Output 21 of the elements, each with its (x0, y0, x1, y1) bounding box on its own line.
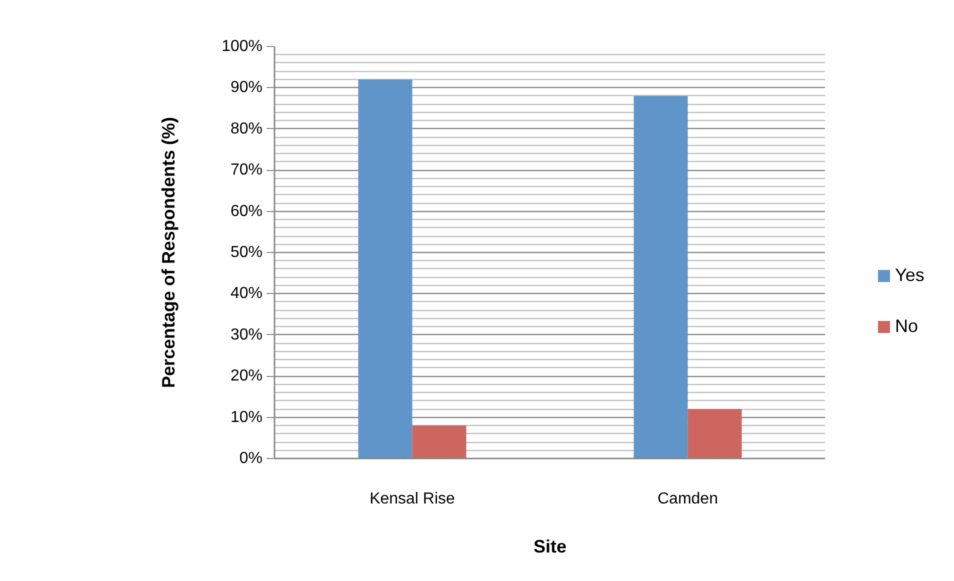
x-axis-title: Site (533, 536, 567, 556)
y-tick-label: 80% (230, 120, 263, 138)
bar (634, 96, 688, 458)
y-tick-label: 100% (222, 38, 262, 55)
y-tick-label: 70% (230, 162, 263, 179)
bar (412, 426, 466, 458)
y-tick-label: 40% (230, 285, 263, 302)
bar (358, 79, 412, 458)
y-tick-label: 0% (239, 450, 262, 467)
y-tick-label: 30% (230, 326, 263, 344)
y-tick-label: 50% (230, 244, 263, 261)
y-tick-label: 20% (230, 368, 263, 385)
legend-label: Yes (895, 265, 924, 286)
y-tick-label: 60% (230, 202, 263, 220)
y-tick-label: 90% (230, 79, 263, 96)
bar (688, 409, 742, 458)
x-tick-label: Camden (658, 490, 718, 508)
y-axis-title: Percentage of Respondents (%) (158, 116, 179, 388)
x-tick-label: Kensal Rise (370, 490, 456, 508)
legend-label: No (895, 316, 918, 337)
y-tick-label: 10% (230, 408, 263, 426)
